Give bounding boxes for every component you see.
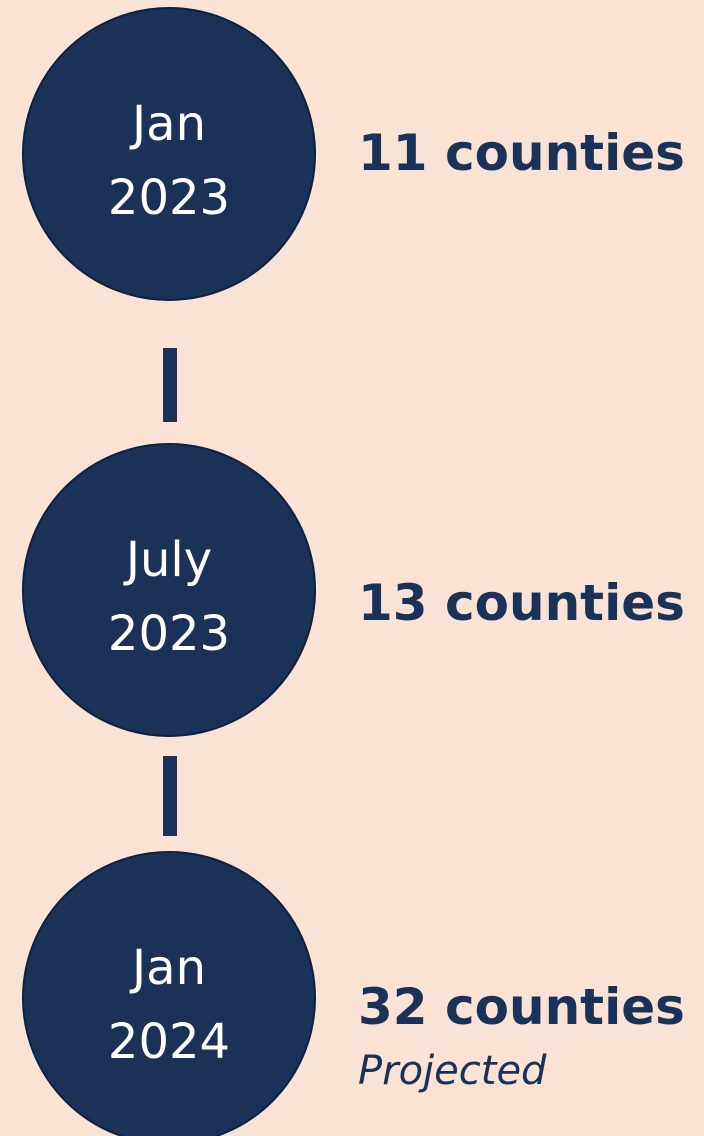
node-note: Projected <box>358 1048 547 1094</box>
date: 2024 <box>108 1014 230 1070</box>
node-circle <box>22 443 316 737</box>
date: July <box>123 532 212 588</box>
node-label: 13 counties <box>358 574 685 632</box>
node-circle <box>22 7 316 301</box>
date: 2023 <box>108 170 230 226</box>
date: Jan <box>129 940 206 996</box>
connector <box>163 348 177 422</box>
node-label: 32 counties <box>358 978 685 1036</box>
node-label: 11 counties <box>358 124 685 182</box>
node-circle <box>22 851 316 1136</box>
date: Jan <box>129 96 206 152</box>
date: 2023 <box>108 606 230 662</box>
connector <box>163 756 177 836</box>
